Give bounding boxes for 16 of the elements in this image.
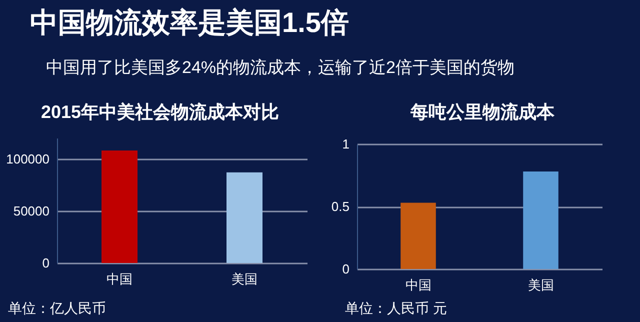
x-tick-label: 美国 [528, 278, 554, 292]
y-tick-label: 1 [342, 136, 350, 152]
x-tick-label: 中国 [106, 272, 132, 286]
text: 中国用了比美国多24%的物流成本，运输了近2倍于美国的货物 [46, 57, 514, 79]
chart-title: 每吨公里物流成本 [410, 101, 556, 124]
x-tick-label: 美国 [232, 272, 258, 286]
y-tick-label: 0 [342, 262, 350, 276]
chart-title: 2015年中美社会物流成本对比 [40, 101, 280, 124]
text: 单位：亿人民币 [8, 300, 106, 318]
y-tick-label: 0 [42, 256, 50, 270]
text: 单位：人民币 元 [345, 300, 447, 318]
y-tick-label: 100000 [6, 151, 50, 166]
y-tick-label: 50000 [13, 203, 50, 218]
y-tick-label: 0.5 [331, 199, 350, 214]
text: 中国物流效率是美国1.5倍 [30, 6, 349, 40]
x-tick-label: 中国 [405, 278, 432, 292]
